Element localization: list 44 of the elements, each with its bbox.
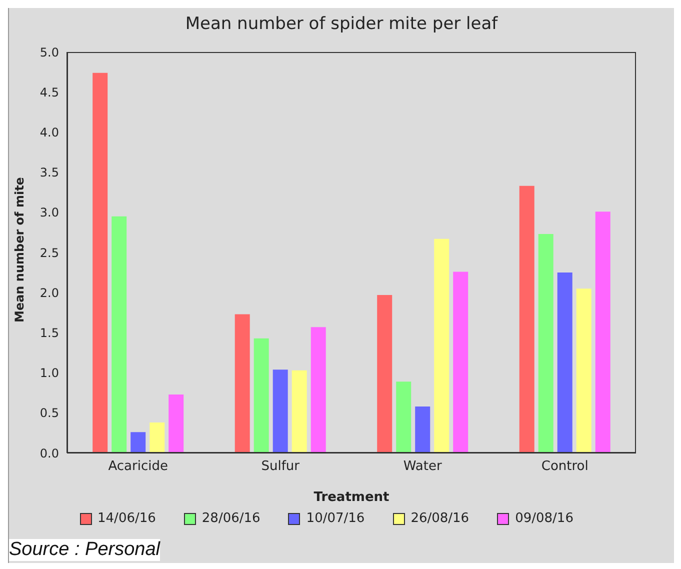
legend-label: 09/08/16 [514,511,574,526]
bar [112,216,127,453]
bar [415,406,430,453]
bar [130,432,146,453]
bar [150,422,165,453]
y-tick-label: 2.5 [40,246,59,260]
bar [168,394,184,453]
x-tick-label: Water [403,459,442,474]
bar [595,212,610,453]
bar [92,72,108,453]
legend-label: 28/06/16 [200,511,260,526]
bar [557,272,572,453]
bar [254,338,269,453]
source-note: Source : Personal [9,539,160,561]
legend-label: 26/08/16 [410,511,470,526]
y-tick-label: 4.5 [40,85,59,100]
y-tick-label: 1.5 [40,326,59,340]
legend-label: 10/07/16 [305,511,365,526]
y-tick-label: 2.0 [40,286,59,300]
legend-label: 14/06/16 [96,511,156,526]
y-tick-label: 3.0 [40,206,59,220]
bar [377,295,392,453]
y-tick-label: 4.0 [40,125,59,140]
chart-title: Mean number of spider mite per leaf [184,14,499,34]
bar [396,382,412,453]
bar [453,272,468,453]
bar [519,186,534,453]
bar [538,234,554,453]
x-tick-label: Acaricide [108,459,168,474]
bar [234,314,250,453]
x-axis-title: Treatment [314,490,390,505]
x-tick-label: Sulfur [261,459,300,474]
y-tick-label: 0.0 [40,446,59,460]
bar [272,370,288,453]
y-axis-title: Mean number of mite [12,177,26,322]
x-tick-label: Control [541,459,588,474]
y-tick-label: 3.5 [40,166,59,180]
y-tick-label: 1.0 [40,366,59,380]
bar [434,238,450,453]
bar [576,288,592,453]
y-tick-label: 5.0 [40,45,59,60]
y-tick-label: 0.5 [40,406,59,420]
bar [310,327,326,453]
bar [292,370,307,453]
